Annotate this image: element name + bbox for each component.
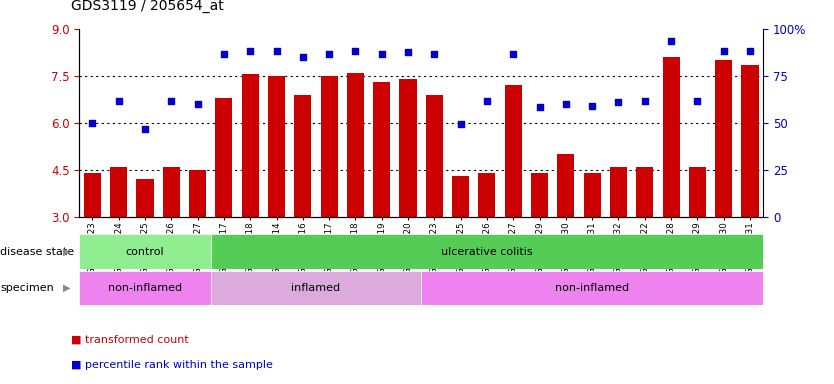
Point (559, 101, 572, 107)
Bar (294, 94, 311, 217)
Bar (426, 94, 443, 217)
Bar (373, 82, 390, 217)
Bar (715, 60, 732, 217)
Bar (636, 167, 653, 217)
Point (585, 103, 599, 109)
Text: inflamed: inflamed (291, 283, 340, 293)
Point (375, 51, 389, 57)
Bar (557, 154, 575, 217)
Bar (531, 173, 548, 217)
Text: ulcerative colitis: ulcerative colitis (441, 247, 533, 257)
Bar (421, 271, 763, 305)
Text: ■ percentile rank within the sample: ■ percentile rank within the sample (71, 360, 273, 370)
Bar (505, 85, 522, 217)
Text: control: control (126, 247, 164, 257)
Bar (610, 167, 627, 217)
Point (349, 48, 362, 54)
Point (270, 48, 284, 54)
Bar (741, 65, 758, 217)
Bar (347, 73, 364, 217)
Text: ▶: ▶ (63, 283, 71, 293)
Point (296, 54, 309, 60)
Bar (399, 79, 416, 217)
Bar (211, 271, 421, 305)
Point (638, 98, 651, 104)
Bar (689, 167, 706, 217)
Point (112, 98, 125, 104)
Point (323, 51, 336, 57)
Point (717, 48, 731, 54)
Point (86, 120, 99, 126)
Bar (137, 179, 153, 217)
Point (743, 48, 756, 54)
Bar (84, 173, 101, 217)
Point (217, 51, 230, 57)
Point (612, 99, 626, 106)
Bar (584, 173, 600, 217)
Bar (79, 271, 211, 305)
Bar (211, 234, 763, 269)
Bar (320, 76, 338, 217)
Bar (452, 176, 470, 217)
Point (138, 126, 152, 132)
Point (191, 101, 204, 107)
Bar (242, 74, 259, 217)
Bar (110, 167, 128, 217)
Bar (479, 173, 495, 217)
Point (401, 49, 414, 55)
Bar (662, 57, 680, 217)
Point (506, 51, 520, 57)
Point (533, 104, 546, 110)
Point (454, 121, 467, 127)
Text: ■ transformed count: ■ transformed count (71, 335, 188, 345)
Text: ▶: ▶ (63, 247, 71, 257)
Bar (215, 98, 233, 217)
Text: non-inflamed: non-inflamed (555, 283, 629, 293)
Bar (79, 234, 211, 269)
Point (691, 98, 704, 104)
Bar (189, 170, 206, 217)
Point (164, 98, 178, 104)
Bar (163, 167, 180, 217)
Text: GDS3119 / 205654_at: GDS3119 / 205654_at (71, 0, 224, 13)
Point (665, 38, 678, 45)
Bar (268, 76, 285, 217)
Text: specimen: specimen (0, 283, 53, 293)
Point (480, 98, 494, 104)
Text: disease state: disease state (0, 247, 74, 257)
Text: non-inflamed: non-inflamed (108, 283, 182, 293)
Point (428, 51, 441, 57)
Point (244, 48, 257, 54)
